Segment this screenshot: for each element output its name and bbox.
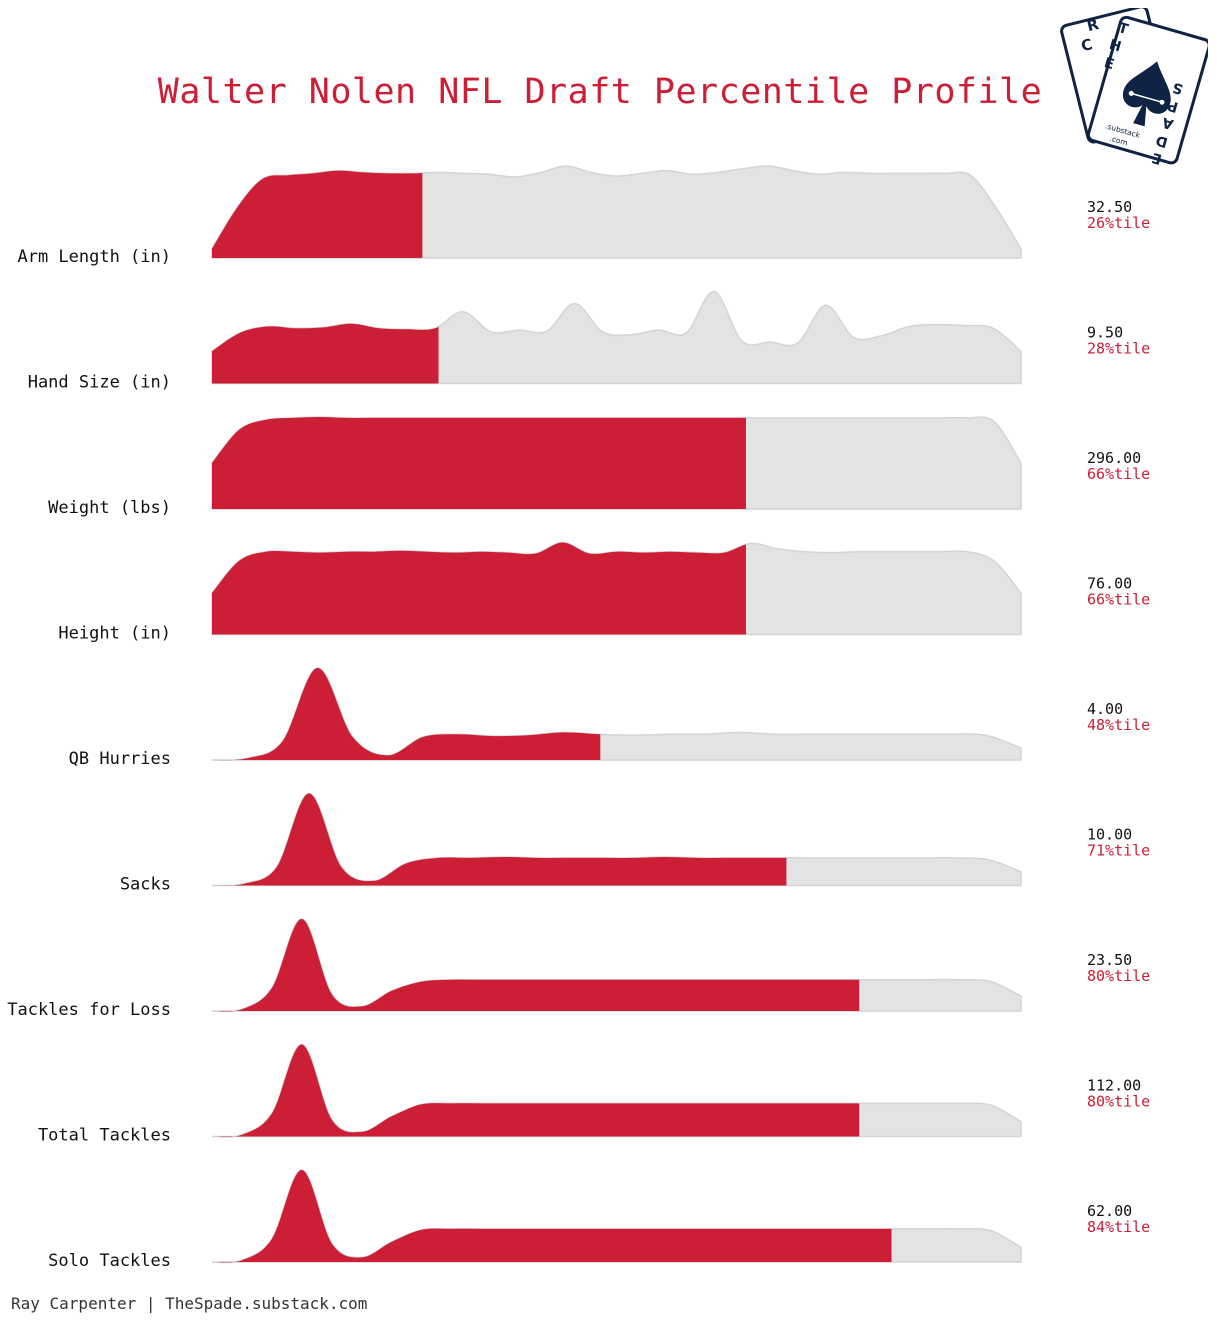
row-label: Height (in) xyxy=(58,624,171,644)
percentile-fill xyxy=(212,667,601,761)
row-percentile: 80%tile xyxy=(1087,1093,1150,1111)
row-label: Weight (lbs) xyxy=(48,498,171,518)
row-value: 76.00 xyxy=(1087,575,1132,593)
row-percentile: 66%tile xyxy=(1087,465,1150,483)
row-percentile: 26%tile xyxy=(1087,214,1150,232)
row-value: 9.50 xyxy=(1087,324,1123,342)
logo-letter: A xyxy=(1160,114,1175,132)
row-value: 23.50 xyxy=(1087,951,1132,969)
percentile-fill xyxy=(212,542,746,635)
percentile-fill xyxy=(212,918,860,1012)
logo-front-card xyxy=(1086,15,1208,165)
logo-letter: E xyxy=(1150,149,1164,167)
row-label: Hand Size (in) xyxy=(28,373,171,393)
row-percentile: 66%tile xyxy=(1087,591,1150,609)
row-label: Sacks xyxy=(120,875,171,895)
row-label: Total Tackles xyxy=(38,1126,171,1146)
logo-letter: P xyxy=(1166,97,1180,115)
logo-letter: C xyxy=(1079,35,1094,55)
credit-line: Ray Carpenter | TheSpade.substack.com xyxy=(11,1294,368,1313)
row-value: 62.00 xyxy=(1087,1202,1132,1220)
percentile-fill xyxy=(212,170,423,258)
row-percentile: 28%tile xyxy=(1087,340,1150,358)
row-percentile: 71%tile xyxy=(1087,842,1150,860)
row-value: 112.00 xyxy=(1087,1077,1141,1095)
percentile-fill xyxy=(212,323,439,384)
percentile-fill xyxy=(212,1169,892,1263)
row-value: 32.50 xyxy=(1087,198,1132,216)
spade-icon xyxy=(1122,61,1171,127)
row-label: Solo Tackles xyxy=(48,1251,171,1271)
row-percentile: 48%tile xyxy=(1087,716,1150,734)
row-percentile: 80%tile xyxy=(1087,967,1150,985)
row-percentile: 84%tile xyxy=(1087,1218,1150,1236)
logo-letter: S xyxy=(1171,79,1185,97)
logo-letter: D xyxy=(1154,132,1170,151)
row-label: QB Hurries xyxy=(69,749,171,769)
density-qb-hurries xyxy=(211,667,1022,761)
percentile-fill xyxy=(212,417,746,509)
chart-title: Walter Nolen NFL Draft Percentile Profil… xyxy=(157,72,1043,112)
row-value: 4.00 xyxy=(1087,700,1123,718)
logo-letter: E xyxy=(1102,55,1116,73)
row-label: Tackles for Loss xyxy=(7,1000,171,1020)
logo-letter: H xyxy=(1107,37,1123,56)
row-value: 10.00 xyxy=(1087,826,1132,844)
logo-letter: R xyxy=(1085,15,1101,35)
row-label: Arm Length (in) xyxy=(17,247,171,267)
percentile-fill xyxy=(212,1044,860,1137)
percentile-fill xyxy=(212,793,787,886)
row-value: 296.00 xyxy=(1087,449,1141,467)
